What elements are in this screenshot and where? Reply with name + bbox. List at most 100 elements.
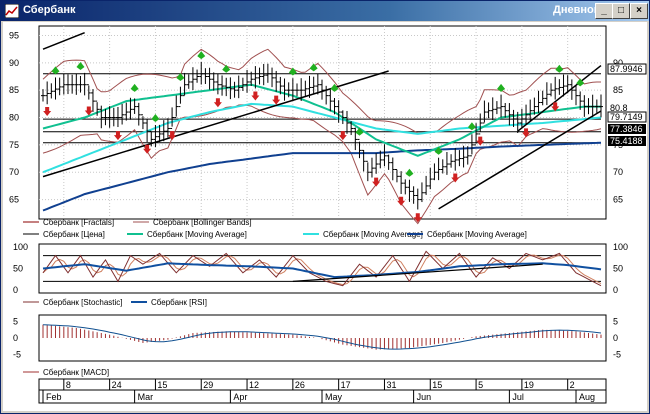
- x-tick-label: 12: [249, 380, 259, 390]
- fractal-up-marker: [576, 78, 585, 87]
- y-tick-label: 80: [9, 113, 19, 123]
- fractal-down-marker: [476, 136, 485, 146]
- month-label: May: [325, 392, 343, 402]
- x-tick-label: 5: [478, 380, 483, 390]
- fractal-down-marker: [413, 213, 422, 223]
- macd-y-tick-label: 5: [13, 316, 18, 326]
- price-label-text: 80.8: [610, 103, 628, 113]
- x-tick-label: 24: [112, 380, 122, 390]
- macd-y-tick-label-right: -5: [613, 350, 621, 360]
- fractal-up-marker: [405, 168, 414, 177]
- fractal-up-marker: [309, 63, 318, 72]
- x-tick-label: 2: [570, 380, 575, 390]
- y-tick-label: 70: [9, 167, 19, 177]
- price-label-4: 75.4188: [608, 136, 646, 146]
- fractal-down-marker: [143, 144, 152, 154]
- maximize-button[interactable]: □: [612, 3, 630, 19]
- price-label-text: 79.7149: [610, 112, 643, 122]
- fractal-up-marker: [130, 83, 139, 92]
- fractal-down-marker: [84, 106, 93, 116]
- fractal-up-marker: [288, 67, 297, 76]
- y-tick-label-right: 65: [613, 195, 623, 205]
- price-panel[interactable]: [38, 25, 607, 220]
- month-label: Jul: [512, 392, 524, 402]
- price-label-text: 87.9946: [610, 64, 643, 74]
- legend-bollinger: Сбербанк [Bollinger Bands]: [153, 218, 252, 227]
- y-tick-label: 65: [9, 195, 19, 205]
- legend-macd: Сбербанк [MACD]: [23, 368, 109, 377]
- price-label-2: 79.7149: [607, 111, 647, 123]
- legend-macd-label: Сбербанк [MACD]: [43, 368, 109, 377]
- legend-oscillators: Сбербанк [Stochastic] Сбербанк [RSI]: [23, 298, 207, 307]
- y-tick-label: 90: [9, 58, 19, 68]
- macd-y-tick-label: -5: [13, 350, 21, 360]
- fractal-down-marker: [213, 98, 222, 108]
- fractal-up-marker: [176, 72, 185, 81]
- fractal-down-marker: [551, 102, 560, 112]
- fractal-down-marker: [113, 131, 122, 141]
- x-tick-label: 31: [386, 380, 396, 390]
- fractal-down-marker: [251, 91, 260, 101]
- fractal-down-marker: [451, 173, 460, 183]
- moving-average-slow-line: [42, 141, 602, 212]
- price-label-0: 87.9946: [607, 63, 647, 75]
- macd-signal-line: [42, 324, 602, 350]
- osc-y-tick-label-right: 100: [613, 242, 628, 252]
- legend-ma-slow: Сбербанк [Moving Average]: [427, 230, 527, 239]
- fractal-down-marker: [272, 95, 281, 105]
- minimize-button[interactable]: _: [595, 3, 613, 19]
- x-tick-label: 15: [157, 380, 167, 390]
- month-label: Feb: [46, 392, 62, 402]
- legend-main: Сбербанк [Fractals] Сбербанк [Bollinger …: [23, 218, 527, 239]
- price-label-3: 77.3846: [608, 124, 646, 134]
- x-tick-label: 29: [203, 380, 213, 390]
- timeframe-label: Дневной: [553, 4, 601, 16]
- month-label: Mar: [138, 392, 154, 402]
- rsi-trend-line: [292, 263, 543, 282]
- osc-y-tick-label: 50: [13, 264, 23, 274]
- rsi-line: [42, 262, 602, 279]
- y-tick-label-right: 85: [613, 85, 623, 95]
- moving-average-fast-line: [42, 83, 601, 157]
- price-label-text: 77.3846: [610, 124, 643, 134]
- fractal-up-marker: [555, 64, 564, 73]
- osc-y-tick-label: 100: [13, 242, 28, 252]
- x-tick-label: 17: [341, 380, 351, 390]
- fractal-up-marker: [355, 127, 364, 136]
- close-button[interactable]: ×: [630, 3, 648, 19]
- osc-y-tick-label: 0: [13, 285, 18, 295]
- osc-y-tick-label-right: 50: [613, 264, 623, 274]
- legend-ma-mid: Сбербанк [Moving Average]: [323, 230, 423, 239]
- y-tick-label-right: 70: [613, 167, 623, 177]
- fractal-up-marker: [51, 66, 60, 75]
- legend-rsi: Сбербанк [RSI]: [151, 298, 207, 307]
- title-bar[interactable]: Сбербанк Дневной _ □ ×: [1, 1, 649, 21]
- fractal-down-marker: [43, 107, 52, 117]
- bollinger-lower-band: [42, 104, 602, 225]
- fractal-down-marker: [522, 128, 531, 138]
- month-label: Aug: [579, 392, 595, 402]
- x-tick-label: 19: [524, 380, 534, 390]
- fractal-up-marker: [76, 62, 85, 71]
- x-tick-label: 26: [295, 380, 305, 390]
- osc-y-tick-label-right: 0: [613, 285, 618, 295]
- trend-line: [438, 110, 602, 210]
- fractal-up-marker: [434, 146, 443, 155]
- legend-ma-fast: Сбербанк [Moving Average]: [147, 230, 247, 239]
- y-tick-label: 75: [9, 140, 19, 150]
- legend-stochastic: Сбербанк [Stochastic]: [43, 298, 123, 307]
- window-title: Сбербанк: [23, 4, 76, 16]
- bollinger-upper-band: [42, 48, 601, 134]
- macd-y-tick-label-right: 5: [613, 316, 618, 326]
- fractal-down-marker: [338, 131, 347, 141]
- macd-y-tick-label-right: 0: [613, 333, 618, 343]
- legend-price: Сбербанк [Цена]: [43, 230, 105, 239]
- legend-fractals: Сбербанк [Fractals]: [43, 218, 114, 227]
- price-label-text: 75.4188: [610, 136, 643, 146]
- fractal-up-marker: [222, 64, 231, 73]
- y-tick-label: 85: [9, 85, 19, 95]
- fractal-up-marker: [330, 83, 339, 92]
